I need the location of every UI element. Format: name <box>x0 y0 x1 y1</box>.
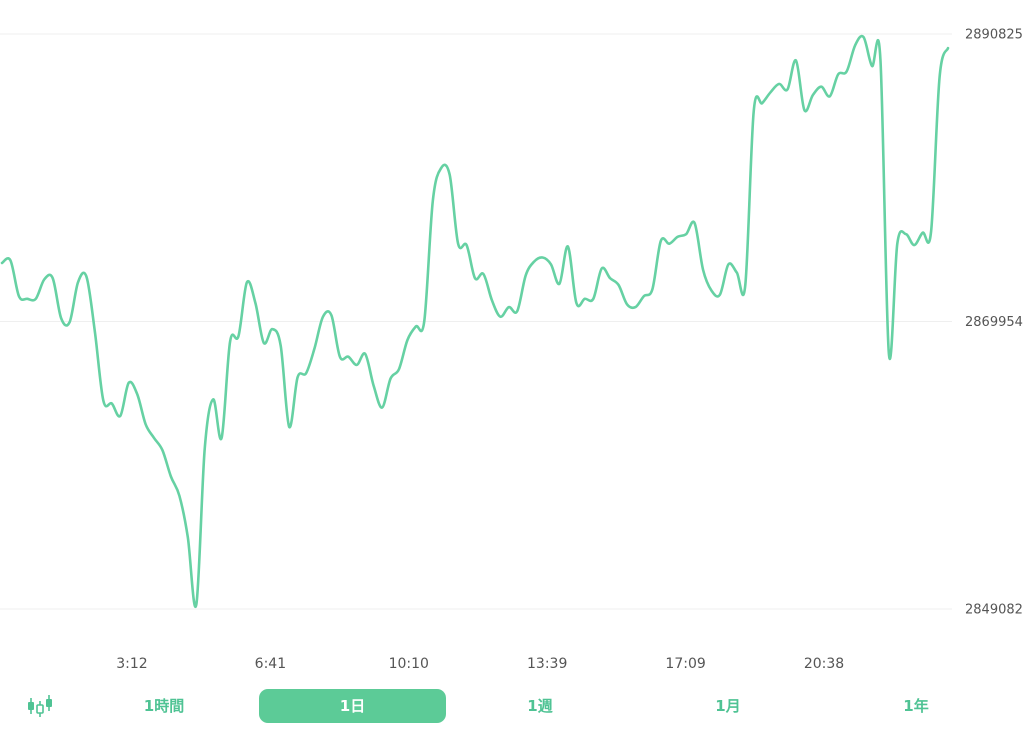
x-axis-tick-label: 17:09 <box>665 656 705 672</box>
candlestick-chart-icon <box>28 695 52 717</box>
grid-lines <box>0 33 952 610</box>
y-axis-tick-label: 2849082 <box>965 603 1023 618</box>
y-axis-tick-label: 2869954 <box>965 315 1023 330</box>
x-axis-tick-label: 6:41 <box>255 656 286 672</box>
price-chart: 2890825 2869954 2849082 3:12 6:41 10:10 13:39… <box>0 28 1023 672</box>
x-axis-tick-label: 10:10 <box>389 656 429 672</box>
x-axis-labels: 3:12 6:41 10:10 13:39 17:09 20:38 <box>116 656 844 672</box>
x-axis-tick-label: 20:38 <box>804 656 844 672</box>
x-axis-tick-label: 13:39 <box>527 656 567 672</box>
x-axis-tick-label: 3:12 <box>116 656 147 672</box>
range-1-hour-button[interactable]: 1時間 <box>143 697 185 715</box>
range-1-month-button[interactable]: 1月 <box>715 697 741 715</box>
range-1-day-button[interactable]: 1日 <box>259 689 446 723</box>
y-axis-labels: 2890825 2869954 2849082 <box>965 28 1023 618</box>
range-1-year-button[interactable]: 1年 <box>903 697 929 715</box>
price-series-line <box>0 34 950 609</box>
time-range-bar: 1時間 1日 1週 1月 1年 <box>0 684 1024 728</box>
candlestick-toggle-button[interactable] <box>22 692 58 720</box>
range-1-week-button[interactable]: 1週 <box>527 697 553 715</box>
y-axis-tick-label: 2890825 <box>965 28 1023 43</box>
